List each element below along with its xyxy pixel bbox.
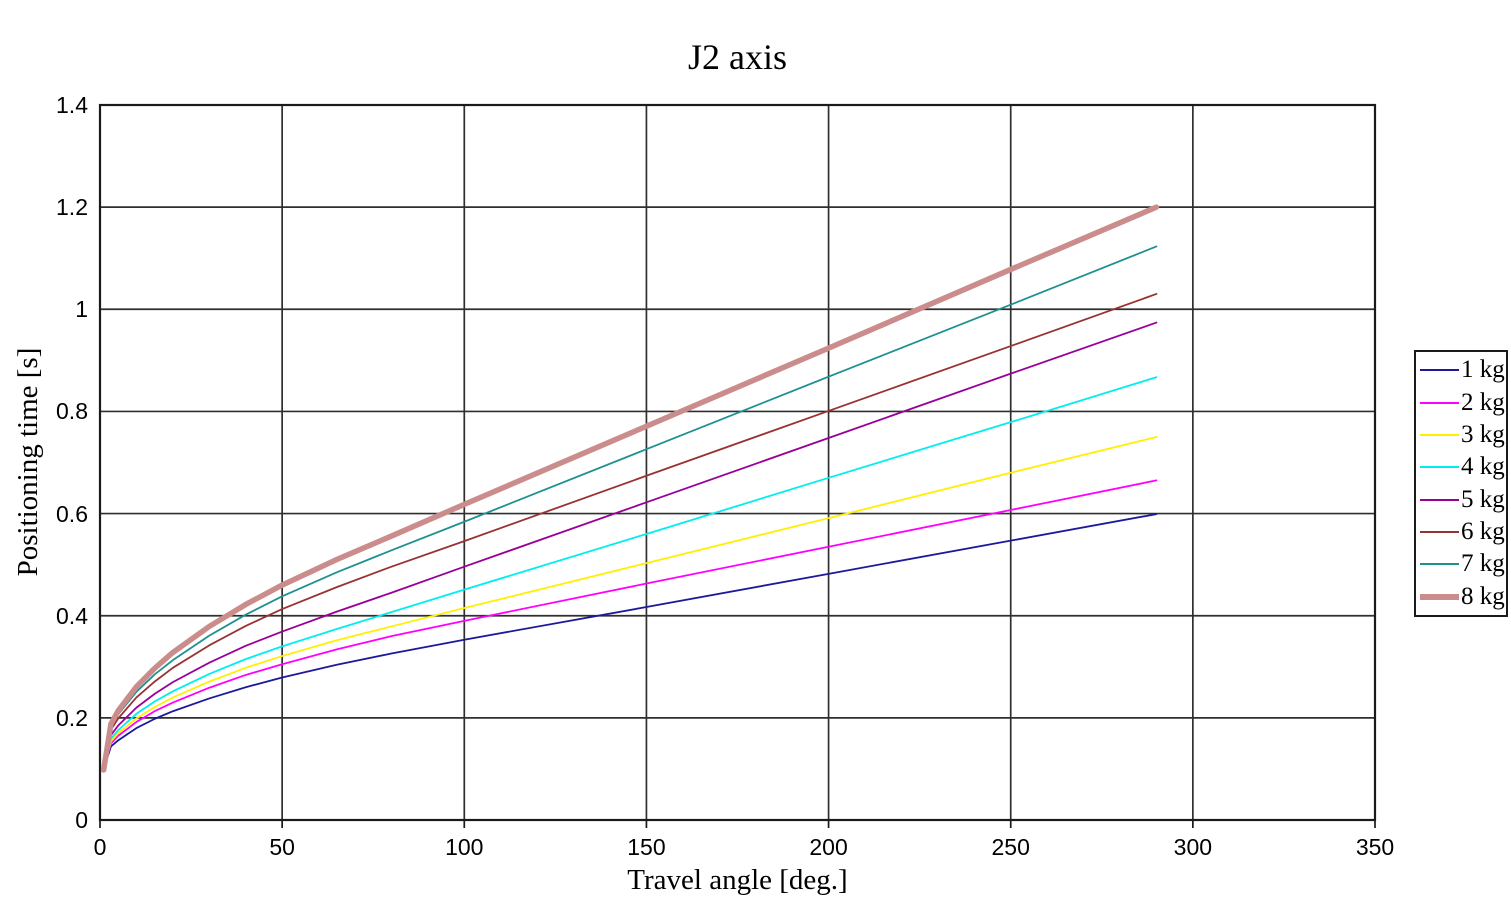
legend-line-swatch xyxy=(1420,593,1459,600)
series-line-1kg xyxy=(102,513,1158,770)
y-tick-label: 1 xyxy=(75,296,88,323)
x-tick-label: 350 xyxy=(1355,834,1395,860)
x-tick-label: 50 xyxy=(269,834,295,860)
series-line-3kg xyxy=(102,436,1158,770)
y-tick-label: 1.2 xyxy=(56,194,88,221)
x-tick-label: 200 xyxy=(809,834,848,860)
legend-item: 1 kg xyxy=(1420,355,1506,386)
series-line-6kg xyxy=(102,293,1158,770)
legend-item: 4 kg xyxy=(1420,452,1506,483)
plot-border xyxy=(98,103,1377,822)
series-line-2kg xyxy=(102,479,1158,770)
legend-line-swatch xyxy=(1420,563,1459,566)
legend-label: 1 kg xyxy=(1461,356,1505,384)
y-tick-label: 0.4 xyxy=(56,602,88,629)
legend-item: 8 kg xyxy=(1420,581,1506,612)
legend-label: 4 kg xyxy=(1461,453,1505,481)
legend-label: 7 kg xyxy=(1461,550,1505,578)
x-tick-label: 0 xyxy=(93,834,107,860)
y-tick-label: 0.2 xyxy=(56,704,88,731)
legend-item: 3 kg xyxy=(1420,419,1506,450)
legend-line-swatch xyxy=(1420,498,1459,501)
legend-line-swatch xyxy=(1420,433,1459,436)
y-axis-title: Positioning time [s] xyxy=(12,347,44,577)
legend-line-swatch xyxy=(1420,531,1459,534)
legend-label: 5 kg xyxy=(1461,485,1505,513)
legend-line-swatch xyxy=(1420,401,1459,404)
x-axis-title: Travel angle [deg.] xyxy=(627,864,848,896)
x-tick-label: 300 xyxy=(1173,834,1213,860)
legend-line-swatch xyxy=(1420,466,1459,469)
legend: 1 kg 2 kg 3 kg 4 kg 5 kg 6 kg 7 kg 8 kg xyxy=(1414,350,1508,617)
legend-line-swatch xyxy=(1420,369,1459,372)
x-tick-label: 250 xyxy=(991,834,1030,860)
legend-item: 7 kg xyxy=(1420,549,1506,580)
series-line-5kg xyxy=(102,321,1158,770)
series-line-4kg xyxy=(102,376,1158,770)
y-tick-label: 0 xyxy=(75,807,88,833)
x-tick-label: 100 xyxy=(445,834,484,860)
legend-item: 2 kg xyxy=(1420,387,1506,418)
legend-label: 2 kg xyxy=(1461,388,1505,416)
legend-item: 5 kg xyxy=(1420,484,1506,515)
legend-label: 6 kg xyxy=(1461,518,1505,546)
y-tick-label: 0.6 xyxy=(56,500,88,527)
x-tick-label: 150 xyxy=(627,834,666,860)
chart-title: J2 axis xyxy=(688,37,787,77)
legend-label: 3 kg xyxy=(1461,420,1505,448)
legend-label: 8 kg xyxy=(1461,582,1505,610)
y-tick-label: 1.4 xyxy=(56,92,88,118)
series-line-8kg xyxy=(100,204,1160,773)
y-tick-label: 0.8 xyxy=(56,398,88,425)
legend-item: 6 kg xyxy=(1420,517,1506,548)
